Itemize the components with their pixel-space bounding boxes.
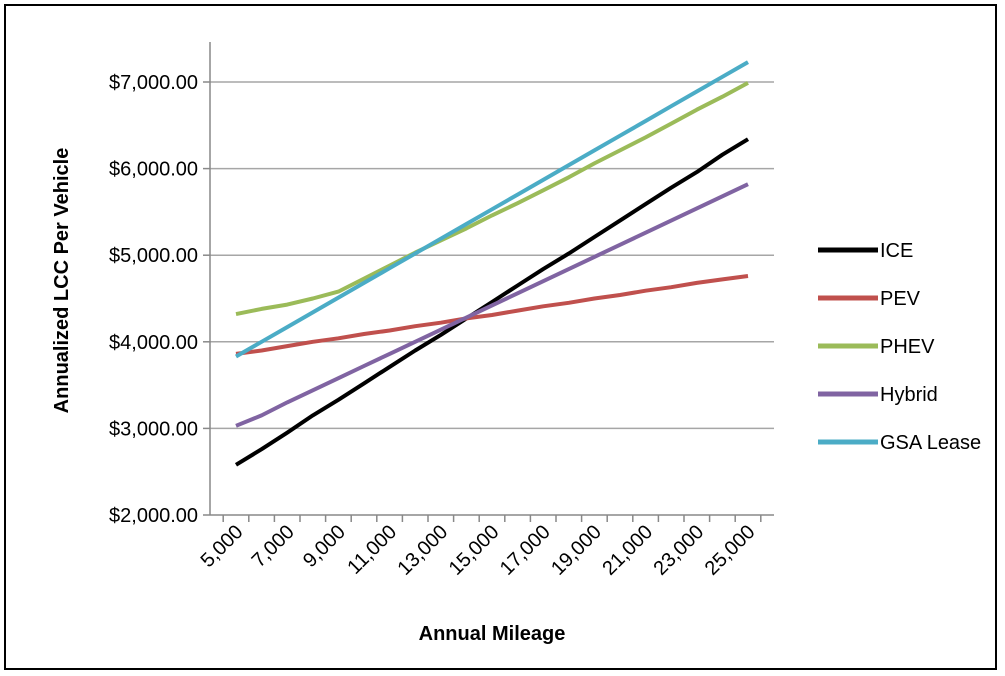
- series-line-ice: [234, 137, 750, 467]
- y-tick-label: $2,000.00: [109, 505, 198, 527]
- x-tick-label: 25,000: [701, 521, 760, 580]
- y-tick-label: $5,000.00: [109, 245, 198, 267]
- x-tick-label: 5,000: [197, 521, 248, 572]
- y-axis-title: Annualized LCC Per Vehicle: [51, 148, 73, 414]
- legend-label: ICE: [880, 240, 913, 262]
- y-tick-label: $3,000.00: [109, 418, 198, 440]
- legend-label: GSA Lease: [880, 432, 981, 454]
- gridlines: [210, 81, 774, 430]
- series-line-hybrid: [235, 182, 749, 428]
- series-line-gsa-lease: [235, 60, 749, 359]
- legend-item-hybrid: Hybrid: [818, 384, 938, 406]
- x-tick-label: 17,000: [496, 521, 555, 580]
- legend-label: Hybrid: [880, 384, 938, 406]
- y-tick-label: $7,000.00: [109, 72, 198, 94]
- line-chart: $2,000.00 $3,000.00 $4,000.00 $5,000.00 $6,0…: [51, 42, 981, 645]
- series-line-pev: [235, 274, 749, 356]
- legend-label: PHEV: [880, 336, 935, 358]
- legend-item-phev: PHEV: [818, 336, 935, 358]
- x-tick-label: 11,000: [343, 521, 401, 579]
- legend-item-pev: PEV: [818, 288, 921, 310]
- x-tick-label: 7,000: [248, 521, 299, 572]
- x-tick-label: 9,000: [299, 521, 350, 572]
- legend-label: PEV: [880, 288, 921, 310]
- legend-item-gsa-lease: GSA Lease: [818, 432, 981, 454]
- x-tick-labels: 5,000 7,000 9,00011,00013,00015,00017,0001…: [197, 521, 760, 580]
- x-tick-label: 19,000: [547, 521, 606, 580]
- legend-item-ice: ICE: [818, 240, 913, 262]
- y-tick-label: $4,000.00: [109, 332, 198, 354]
- axes: [203, 42, 774, 522]
- x-tick-label: 15,000: [445, 521, 504, 580]
- x-tick-label: 23,000: [650, 521, 709, 580]
- x-tick-label: 13,000: [394, 521, 453, 580]
- x-axis-title: Annual Mileage: [419, 623, 566, 645]
- series-lines: [234, 60, 750, 467]
- series-line-phev: [235, 81, 749, 317]
- y-tick-label: $6,000.00: [109, 159, 198, 181]
- x-tick-label: 21,000: [598, 521, 657, 580]
- legend: ICE PEV PHEV Hybrid GSA Lease: [818, 240, 981, 454]
- chart-frame: $2,000.00 $3,000.00 $4,000.00 $5,000.00 $6,0…: [4, 4, 997, 670]
- y-tick-labels: $2,000.00 $3,000.00 $4,000.00 $5,000.00 $6,0…: [109, 72, 198, 527]
